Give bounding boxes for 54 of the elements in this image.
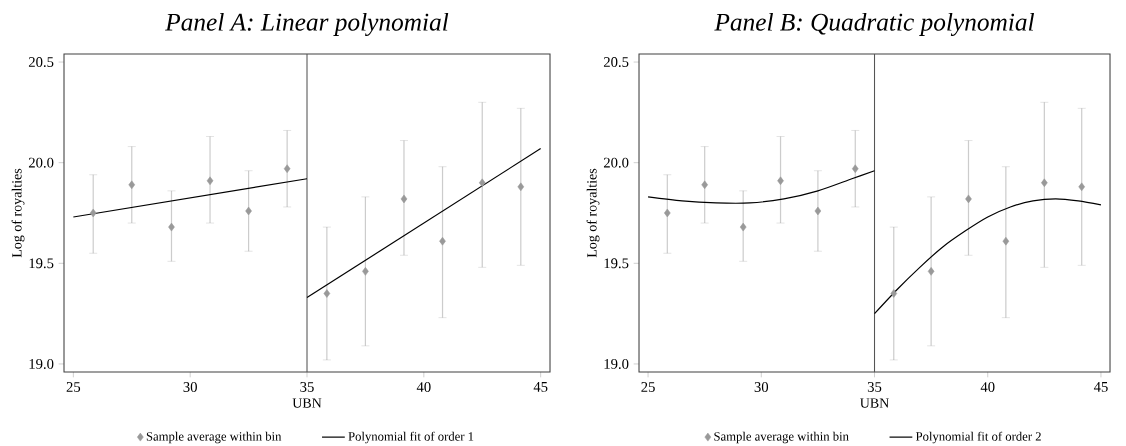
y-tick-label: 19.0 [29, 358, 54, 369]
y-tick-label: 19.0 [604, 358, 629, 369]
point [927, 267, 935, 276]
x-tick-label: 30 [754, 382, 769, 392]
point [701, 180, 708, 190]
point [890, 289, 898, 298]
y-tick-label: 20.5 [28, 57, 54, 68]
legend-label: Polynomial fit of order 1 [348, 431, 474, 444]
point [362, 267, 369, 276]
x-tick-label: 25 [66, 382, 81, 392]
point [1002, 236, 1010, 246]
y-tick-label: 20.0 [28, 157, 54, 168]
point [517, 182, 525, 192]
point [777, 176, 784, 186]
point [814, 206, 822, 216]
point [439, 236, 446, 246]
x-tick-label: 45 [533, 382, 548, 392]
y-tick-label: 20.5 [603, 57, 629, 68]
point [89, 208, 97, 218]
point [128, 180, 136, 190]
legend-label: Sample average within bin [714, 431, 849, 444]
point [245, 206, 252, 216]
y-tick-label: 19.5 [604, 258, 629, 269]
x-tick-label: 35 [300, 382, 314, 392]
point [400, 194, 408, 204]
chart-title: Panel A: Linear polynomial [165, 12, 449, 36]
chart-title: Panel B: Quadratic polynomial [714, 12, 1035, 36]
y-tick-label: 20.0 [603, 157, 629, 168]
point [478, 178, 486, 188]
y-axis-title: Log of royalties [586, 168, 600, 258]
legend-label: Polynomial fit of order 2 [915, 431, 1041, 444]
x-axis-title: UBN [292, 398, 322, 408]
x-tick-label: 40 [980, 382, 995, 392]
point [739, 222, 747, 232]
point [965, 194, 972, 204]
x-tick-label: 35 [867, 382, 882, 392]
x-tick-label: 40 [416, 382, 431, 392]
y-axis-title: Log of royalties [11, 168, 25, 258]
point [664, 208, 671, 218]
point [323, 289, 331, 298]
x-tick-label: 45 [1093, 382, 1108, 392]
legend-label: Sample average within bin [146, 431, 282, 444]
point [1078, 182, 1085, 192]
point [206, 176, 214, 186]
point [283, 164, 291, 173]
x-tick-label: 25 [641, 382, 655, 392]
y-tick-label: 19.5 [29, 258, 54, 269]
point [1041, 178, 1048, 188]
x-axis-title: UBN [860, 398, 889, 408]
line-series [873, 198, 1102, 315]
x-tick-label: 30 [183, 382, 197, 392]
point [168, 222, 175, 232]
line-series [647, 170, 876, 204]
point [852, 164, 859, 173]
